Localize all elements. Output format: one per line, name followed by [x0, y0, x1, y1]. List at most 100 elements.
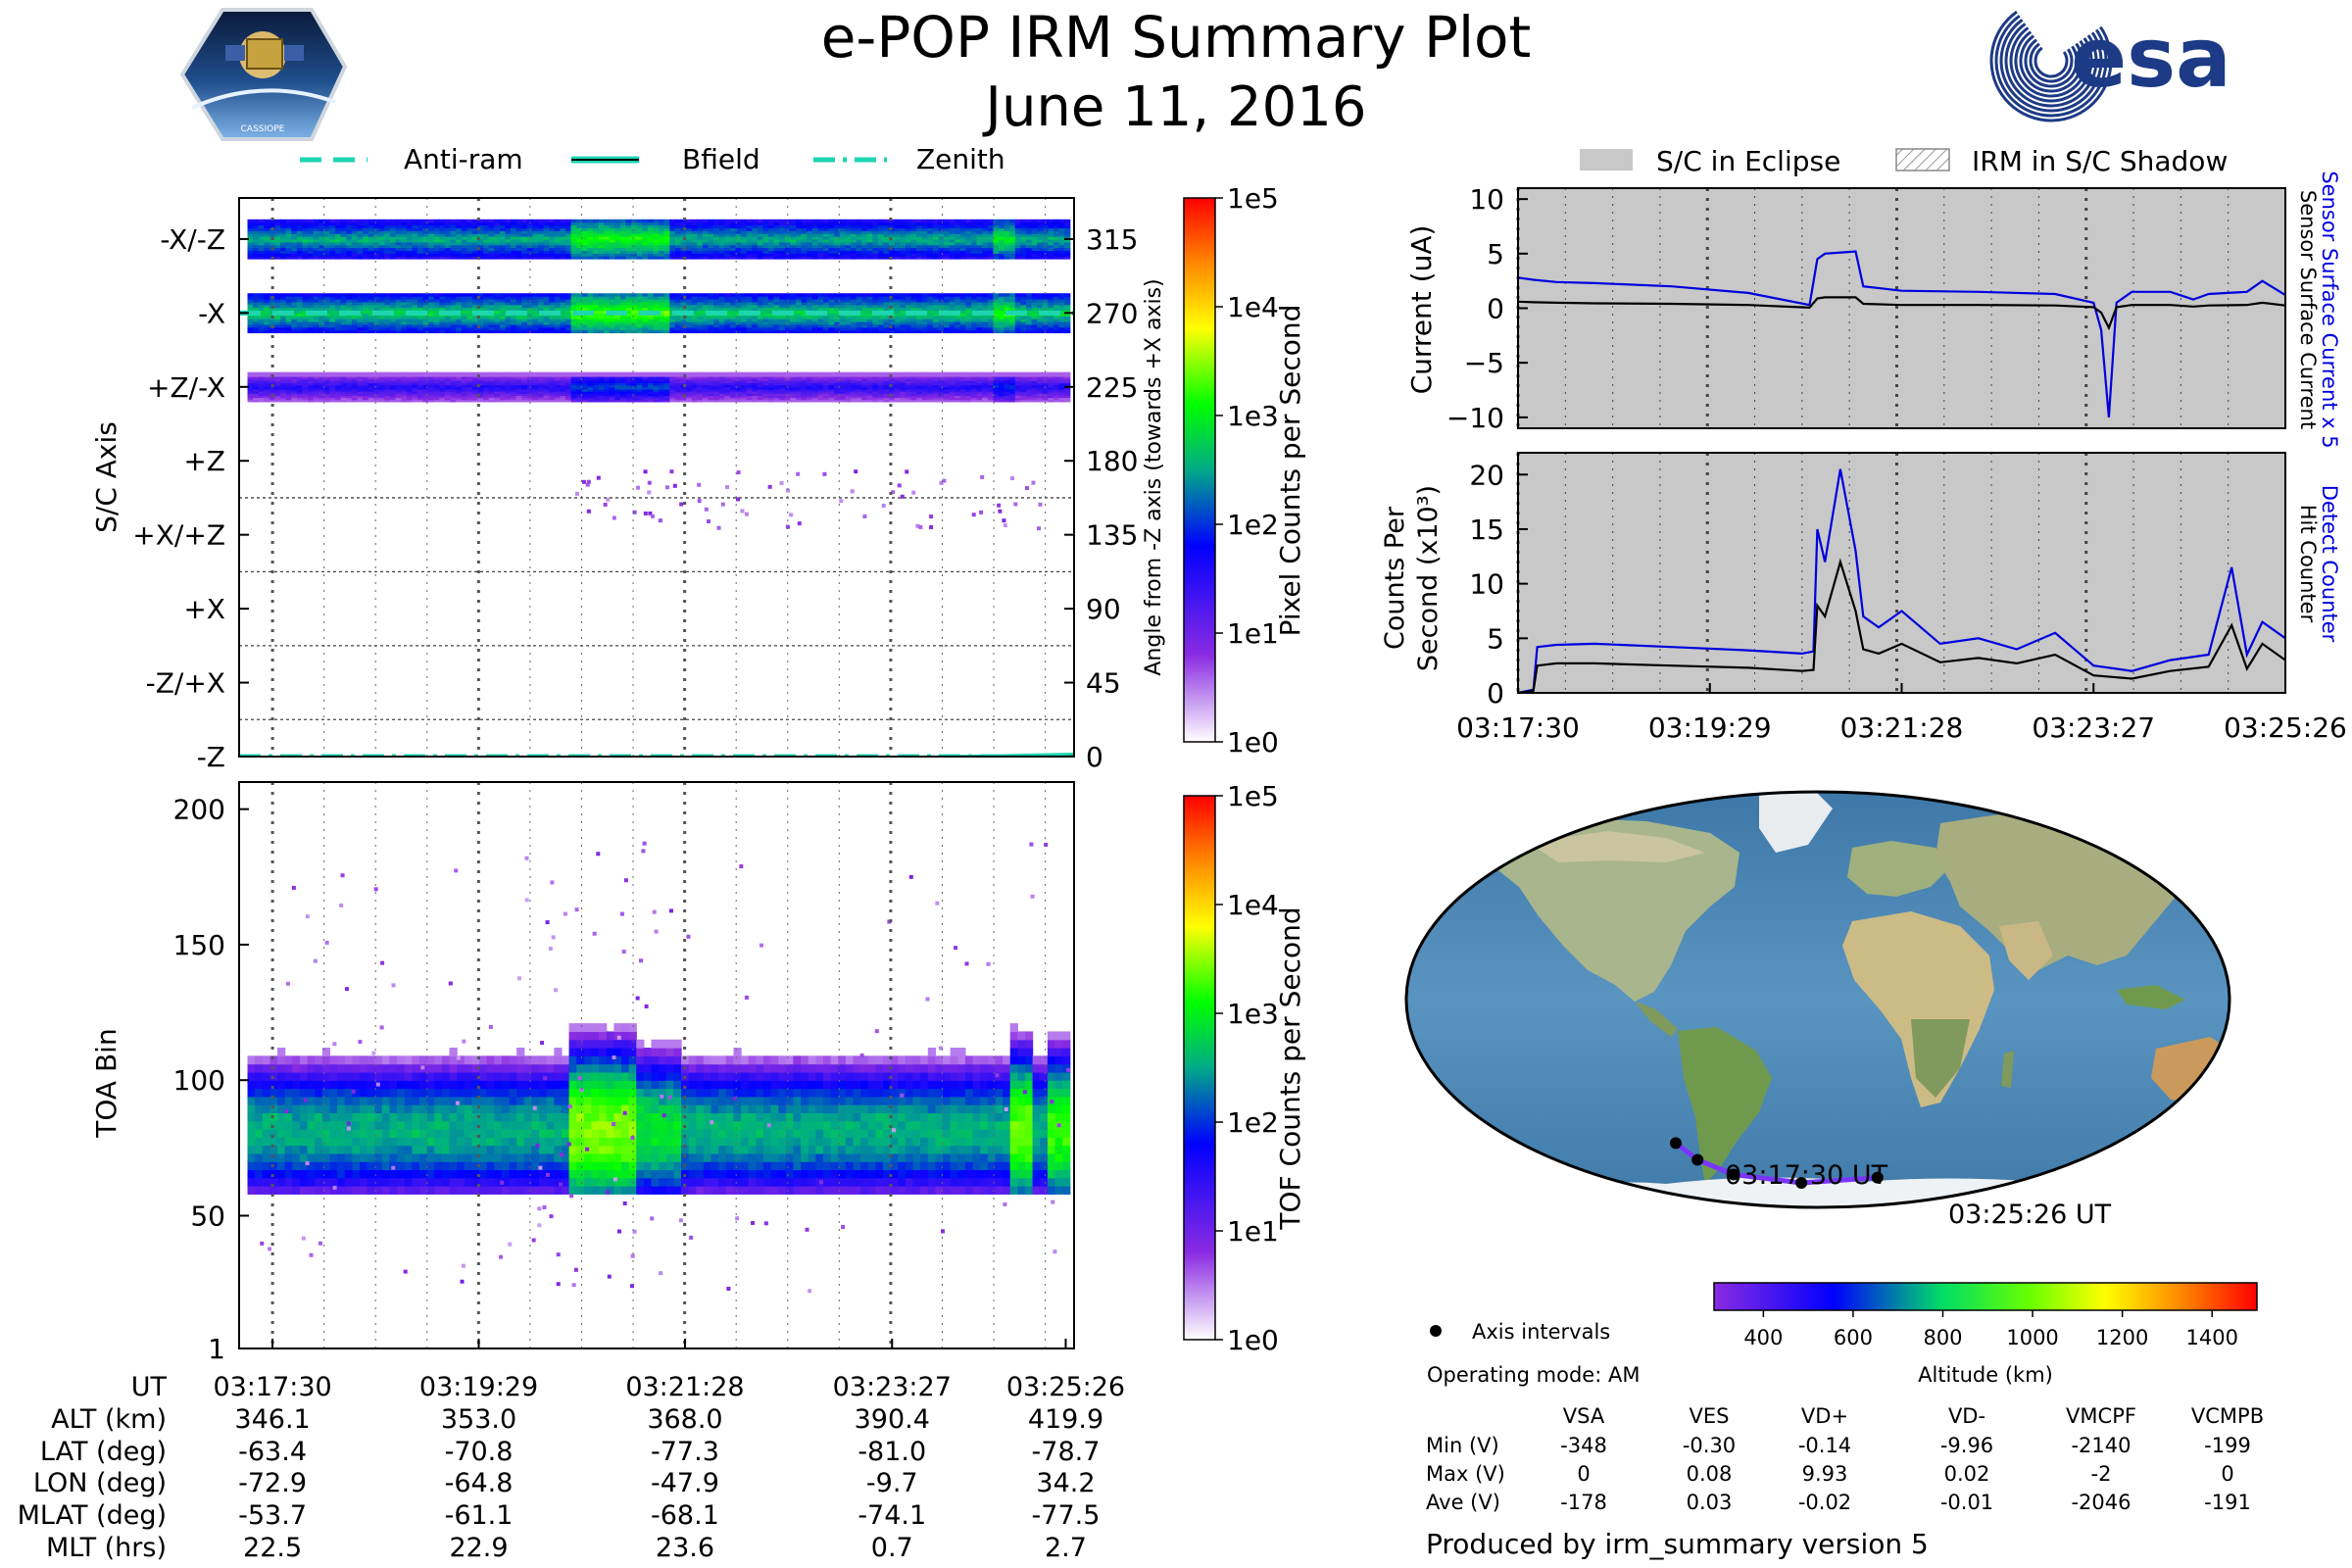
spectrogram-cell [718, 296, 725, 300]
spectrogram-cell [955, 298, 961, 303]
spectrogram-cell [762, 236, 769, 240]
spectrogram-cell [866, 224, 873, 229]
spectrogram-cell [729, 236, 737, 240]
spectrogram-cell [674, 241, 682, 246]
spectrogram-cell [999, 247, 1005, 252]
spectrogram-cell [955, 247, 961, 252]
spectrogram-cell [318, 391, 325, 394]
spectrogram-cell [757, 247, 764, 252]
spectrogram-cell [313, 296, 319, 300]
spectrogram-cell [521, 221, 528, 226]
spectrogram-cell [581, 316, 588, 319]
spectrogram-cell [368, 329, 374, 334]
spectrogram-cell [1064, 329, 1071, 334]
spectrogram-cell [642, 230, 649, 234]
spectrogram-cell [280, 388, 287, 392]
spectrogram-cell [395, 224, 402, 229]
spectrogram-cell [505, 253, 512, 257]
spectrogram-cell [949, 316, 956, 319]
spectrogram-cell [757, 241, 764, 246]
spectrogram-cell [587, 227, 594, 231]
spectrogram-cell [576, 301, 583, 306]
spectrogram-cell [450, 301, 457, 306]
spectrogram-cell [494, 382, 501, 386]
spectrogram-cell [416, 395, 424, 399]
spectrogram-cell [384, 326, 391, 331]
spectrogram-cell [959, 316, 967, 319]
spectrogram-cell [927, 238, 934, 243]
spectrogram-cell [1048, 323, 1054, 328]
spectrogram-cell [856, 298, 862, 303]
spectrogram-cell [357, 293, 364, 297]
spectrogram-cell [318, 256, 325, 260]
spectrogram-cell [521, 293, 528, 297]
spectrogram-cell [285, 301, 292, 306]
spectrogram-cell [762, 316, 769, 319]
spectrogram-cell [247, 316, 254, 319]
spectrogram-cell [636, 320, 643, 325]
spectrogram-cell [450, 233, 457, 237]
spectrogram-cell [253, 298, 260, 303]
spectrogram-cell [587, 323, 594, 328]
spectrogram-cell [538, 399, 545, 403]
spectrogram-cell [274, 326, 281, 331]
spectrogram-cell [796, 224, 803, 229]
spectrogram-cell [384, 244, 391, 249]
spectrogram-cell [368, 378, 374, 381]
spectrogram-cell [752, 250, 759, 254]
spectrogram-cell [308, 238, 315, 243]
spectrogram-cell [883, 320, 890, 325]
spectrogram-cell [784, 293, 792, 297]
spectrogram-cell [511, 233, 517, 237]
spectrogram-cell [357, 378, 364, 381]
spectrogram-cell [483, 250, 490, 254]
spectrogram-cell [422, 380, 429, 384]
spectrogram-cell [839, 236, 846, 240]
spectrogram-cell [488, 238, 495, 243]
spectrogram-cell [1009, 250, 1016, 254]
spectrogram-cell [636, 329, 643, 334]
spectrogram-cell [1020, 329, 1027, 334]
spectrogram-cell [494, 399, 501, 403]
spectrogram-cell [565, 219, 572, 223]
spectrogram-cell [642, 304, 649, 309]
spectrogram-cell [718, 256, 725, 260]
spectrogram-cell [318, 388, 325, 392]
spectrogram-cell [296, 219, 304, 223]
spectrogram-cell [900, 307, 906, 312]
spectrogram-cell [543, 241, 550, 246]
spectrogram-cell [346, 238, 353, 243]
spectrogram-cell [280, 296, 287, 300]
spectrogram-cell [373, 293, 380, 297]
spectrogram-cell [384, 399, 391, 403]
spectrogram-cell [264, 313, 270, 317]
spectrogram-cell [592, 221, 600, 226]
spectrogram-cell [581, 293, 588, 297]
spectrogram-cell [729, 304, 737, 309]
spectrogram-cell [274, 241, 281, 246]
spectrogram-cell [779, 318, 786, 322]
spectrogram-cell [674, 233, 682, 237]
spectrogram-cell [412, 376, 418, 379]
spectrogram-cell [850, 253, 858, 257]
spectrogram-cell [488, 323, 495, 328]
spectrogram-cell [642, 221, 649, 226]
spectrogram-cell [663, 293, 670, 297]
spectrogram-cell [702, 253, 710, 257]
spectrogram-cell [515, 301, 522, 306]
spectrogram-cell [253, 296, 260, 300]
spectrogram-cell [494, 313, 501, 317]
spectrogram-cell [971, 316, 978, 319]
spectrogram-cell [856, 219, 862, 223]
spectrogram-cell [296, 386, 304, 390]
spectrogram-cell [318, 219, 325, 223]
spectrogram-cell [1042, 230, 1049, 234]
spectrogram-cell [313, 397, 319, 401]
spectrogram-cell [619, 316, 627, 319]
spectrogram-cell [521, 253, 528, 257]
spectrogram-cell [538, 233, 545, 237]
spectrogram-cell [866, 323, 873, 328]
spectrogram-cell [845, 247, 852, 252]
spectrogram-cell [746, 221, 753, 226]
spectrogram-cell [422, 329, 429, 334]
